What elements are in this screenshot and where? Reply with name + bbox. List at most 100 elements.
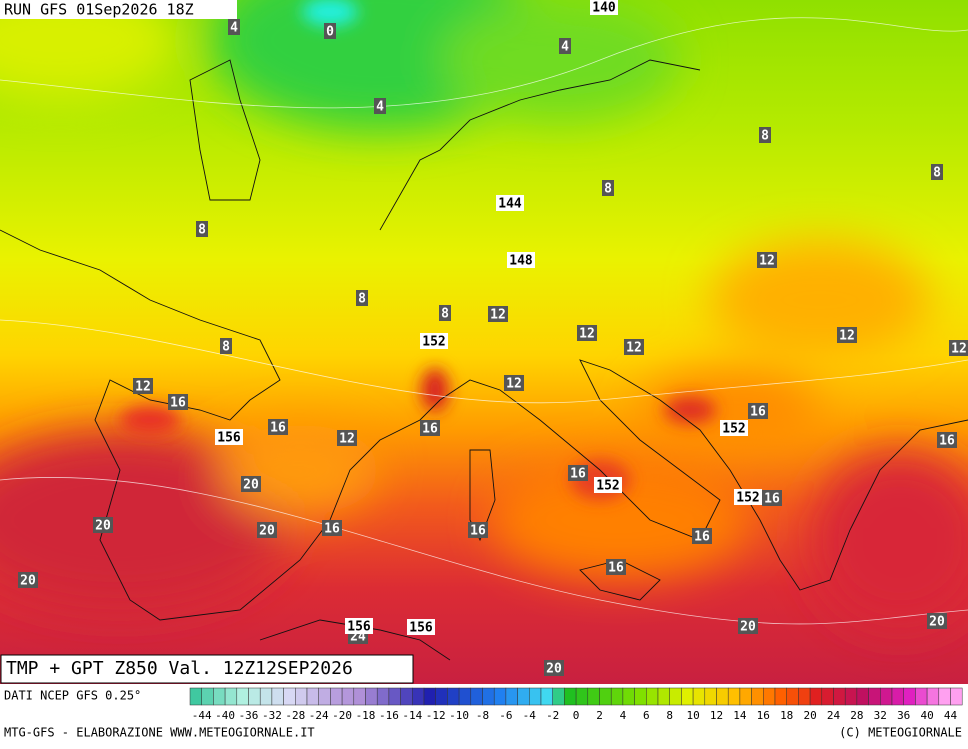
colorbar-label: -28 [285,709,305,722]
colorbar-label: -4 [523,709,537,722]
height-label: 156 [409,621,433,636]
colorbar-cell [353,687,366,706]
temperature-label-box [268,419,288,435]
colorbar-cell [540,687,553,706]
temperature-label-box [931,164,943,180]
colorbar-cell [763,687,776,706]
colorbar-cell [751,687,764,706]
temperature-label-box [624,339,644,355]
height-label: 152 [596,479,619,494]
colorbar-cell [926,687,940,706]
temperature-label: 12 [579,327,595,342]
colorbar-cell [739,687,752,706]
temperature-label-box [228,19,240,35]
colorbar-label: 14 [733,709,747,722]
colorbar-cell [599,687,612,706]
temperature-label: 4 [376,100,384,115]
temperature-label-box [324,23,336,39]
temperature-label-box [606,559,626,575]
temperature-label: 12 [626,341,642,356]
temperature-label-box [439,305,451,321]
temperature-label-box [692,528,712,544]
temperature-label: 20 [546,662,562,677]
colorbar-label: 24 [827,709,841,722]
temperature-label-box [322,520,342,536]
colorbar-cell [435,687,448,706]
temperature-label: 20 [259,524,275,539]
temperature-label-box [356,290,368,306]
height-label-box [594,477,622,493]
height-label-box [590,0,618,15]
colorbar-cell [657,687,670,706]
colorbar-cell [283,687,296,706]
temperature-label-box [759,127,771,143]
coastlines [0,59,968,661]
temperature-label: 12 [135,380,151,395]
colorbar-label: 2 [596,709,603,722]
temperature-label: 8 [222,340,230,355]
colorbar-label: 12 [710,709,723,722]
temperature-label-box [420,420,440,436]
colorbar-label: -24 [309,709,329,722]
temperature-label-box [837,327,857,343]
temperature-label: 12 [759,254,775,269]
run-box [0,0,237,19]
height-label-box [215,429,243,445]
colorbar-label: 4 [620,709,627,722]
colorbar-label: 8 [666,709,673,722]
colorbar-cell [271,687,284,706]
temperature-label: 8 [441,307,449,322]
contour-labels: 4 0 4 4 8 8 8 8 12 8 8 12 12 12 12 12 8 12 16 12 16 16 12 16 16 1… [18,0,968,677]
colorbar-label: -36 [239,709,259,722]
temperature-label-box [133,378,153,394]
colorbar-cell [891,687,904,706]
temperature-label: 4 [561,40,569,55]
colorbar-label: -18 [356,709,376,722]
colorbar-cell [809,687,823,706]
temperature-label: 16 [608,561,624,576]
map-field [0,0,968,684]
colorbar-label: -20 [332,709,352,722]
temperature-label: 12 [506,377,522,392]
colorbar-cell [505,687,518,706]
height-label: 152 [422,335,445,350]
temperature-label: 12 [339,432,355,447]
temperature-label-box [577,325,597,341]
colorbar-cell [423,687,436,706]
temperature-label: 16 [939,434,955,449]
copyright-label: (C) METEOGIORNALE [839,726,962,740]
colorbar-label: -8 [476,709,489,722]
colorbar-label: 6 [643,709,650,722]
colorbar-label: 0 [573,709,580,722]
temperature-label-box [757,252,777,268]
temperature-label: 16 [270,421,286,436]
isohypses [0,17,968,625]
colorbar-cell [330,687,343,706]
colorbar-cell [727,687,741,706]
colorbar-cell [224,687,238,706]
colorbar-cell [880,687,893,706]
colorbar-cell [903,687,916,706]
temperature-label-box [220,338,232,354]
height-label: 152 [722,422,745,437]
colorbar-label: 10 [686,709,699,722]
colorbar-label: 44 [944,709,958,722]
colorbar-cell [248,687,261,706]
colorbar-cell [458,687,472,706]
map-title: TMP + GPT Z850 Val. 12Z12SEP2026 [6,658,353,679]
colorbar-cell [201,687,214,706]
temperature-label: 16 [694,530,710,545]
temperature-label: 8 [933,166,941,181]
colorbar-cell [213,687,226,706]
colorbar-cell [493,687,507,706]
colorbar-label: -32 [262,709,282,722]
temperature-label: 16 [750,405,766,420]
temperature-label-box [168,394,188,410]
source-label: DATI NCEP GFS 0.25° [4,689,141,703]
temperature-label: 20 [20,574,36,589]
colorbar-cell [388,687,401,706]
colorbar-cell [295,687,308,706]
credit-label: MTG-GFS - ELABORAZIONE WWW.METEOGIORNALE… [4,726,315,740]
colorbar-cell [681,687,694,706]
height-label-box [496,195,524,211]
